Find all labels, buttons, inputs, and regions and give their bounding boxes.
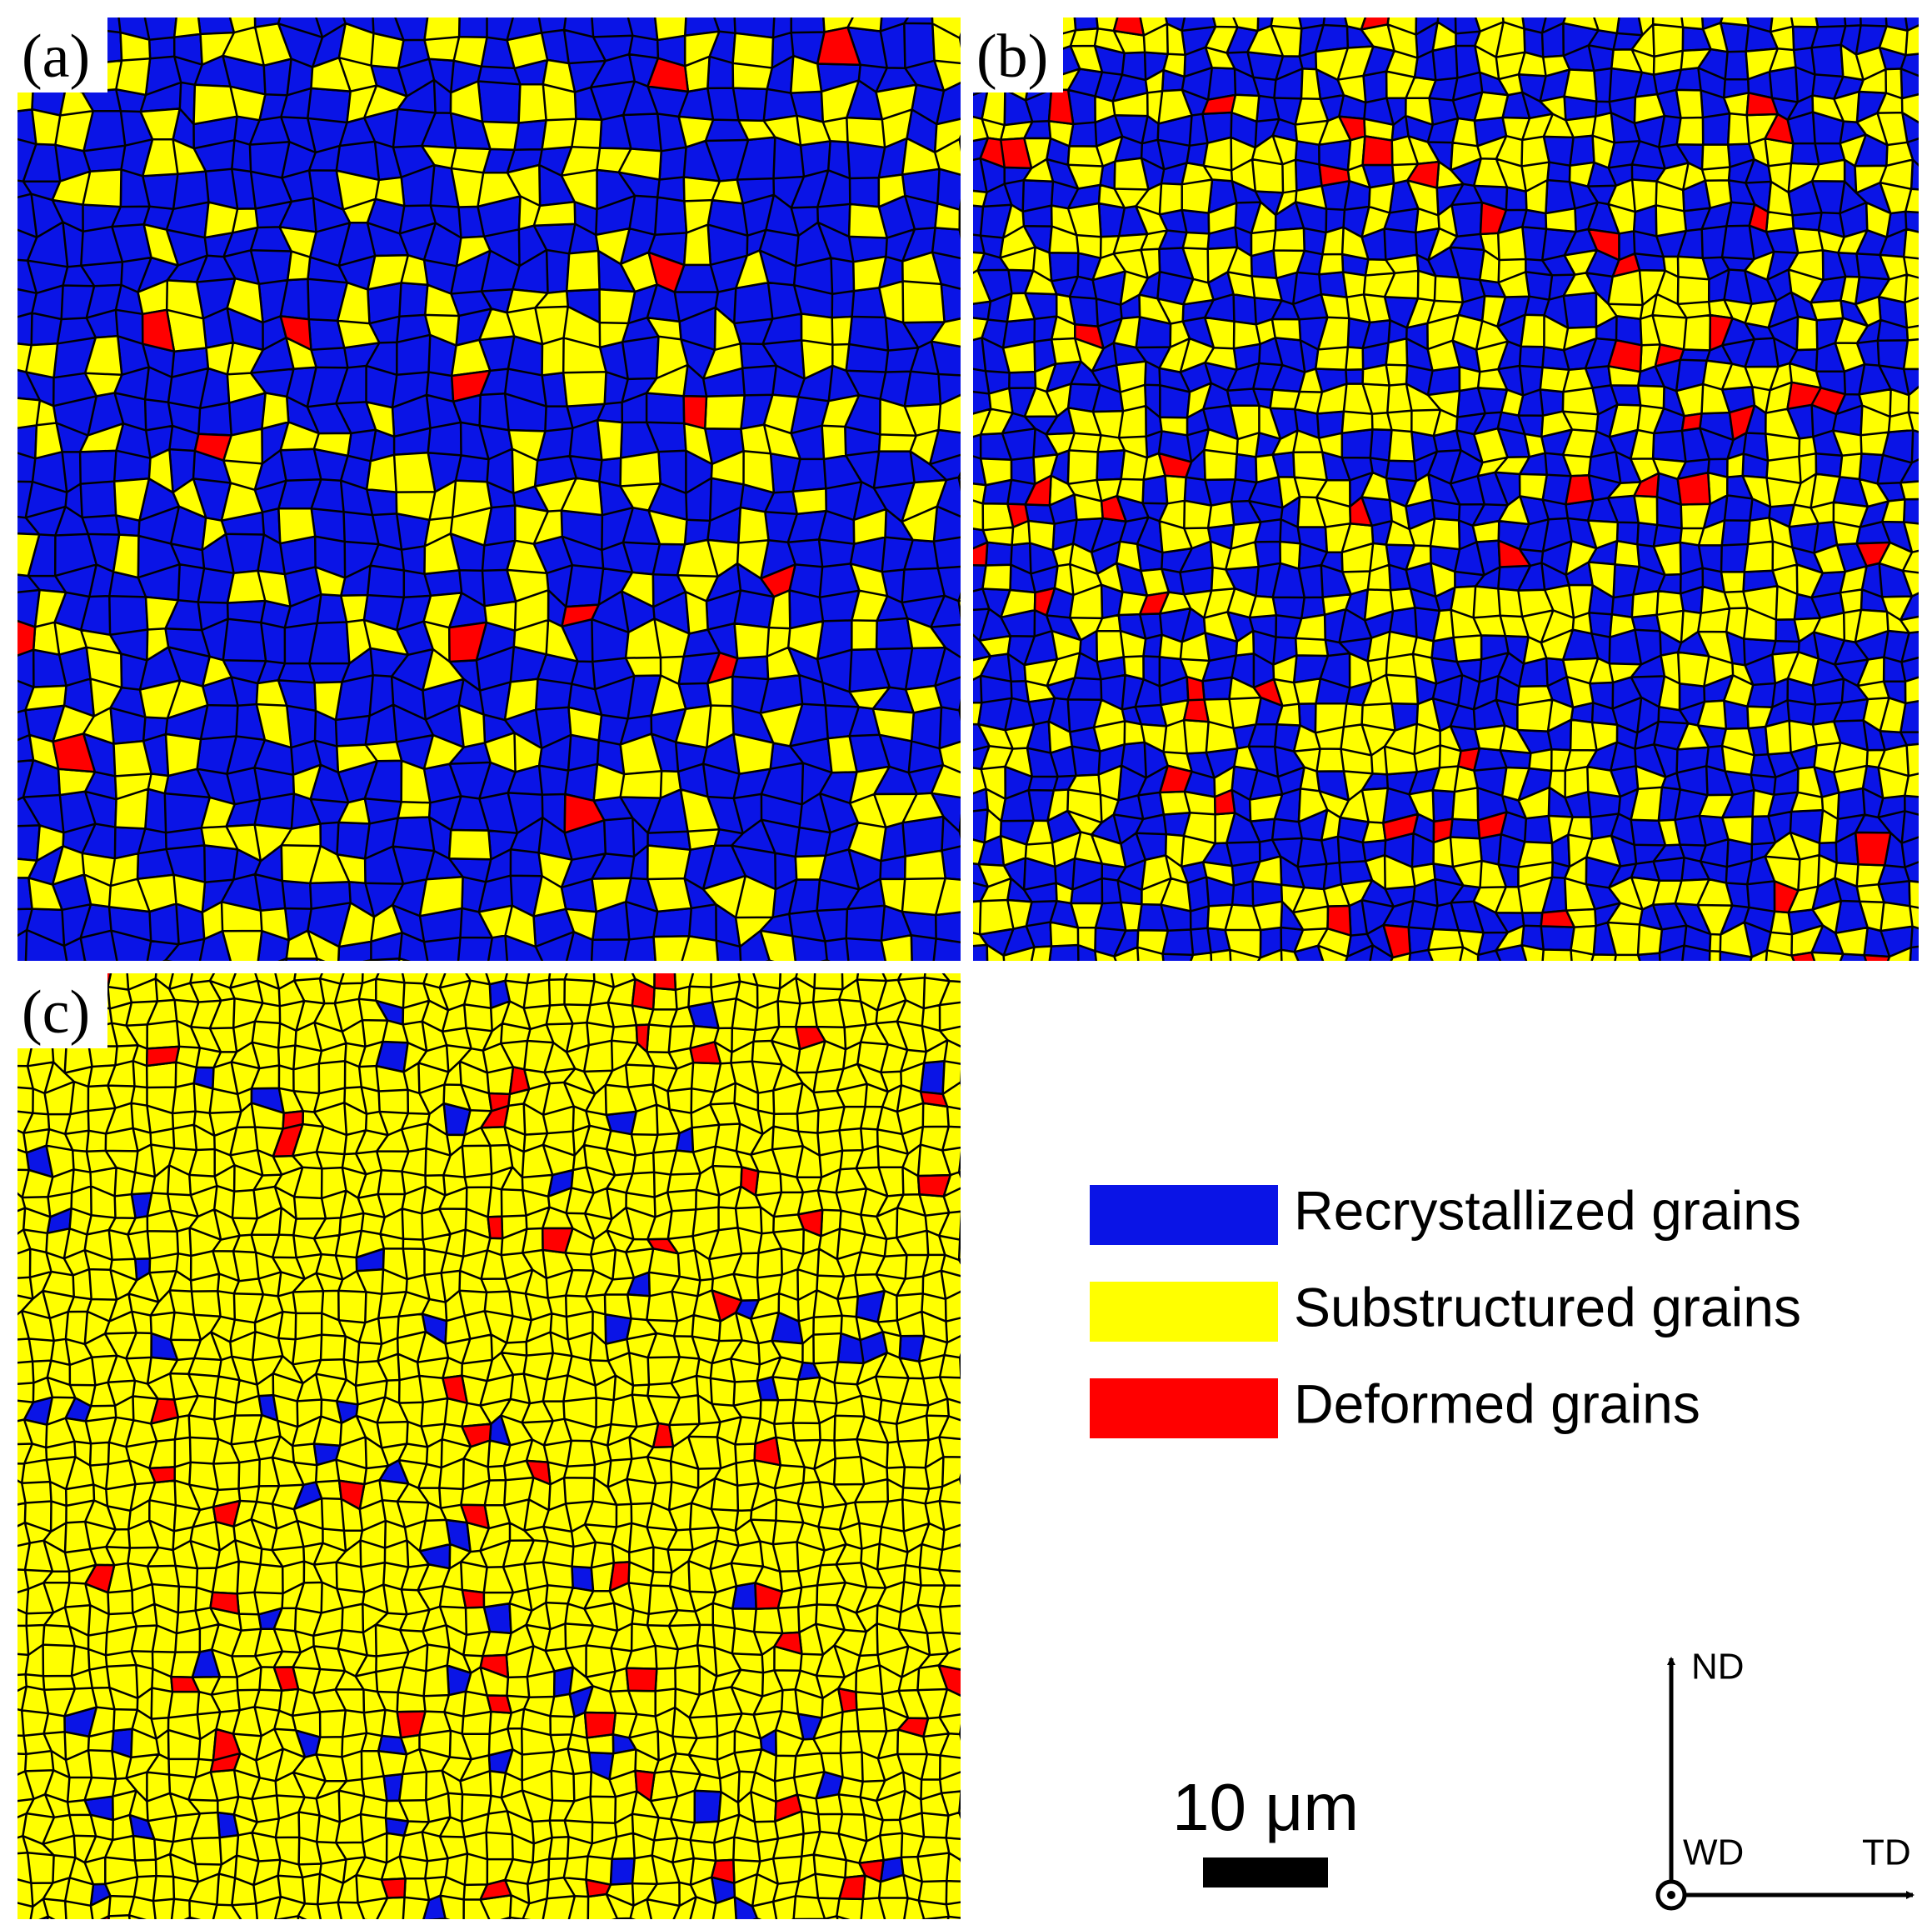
label-bg: [17, 18, 107, 92]
scale-bar-label: 10 μm: [1172, 1770, 1359, 1844]
legend-swatch: [1090, 1378, 1278, 1438]
axis-label: WD: [1683, 1832, 1744, 1873]
label-bg: [17, 973, 107, 1048]
axis-label: ND: [1691, 1647, 1745, 1688]
axis-label: TD: [1862, 1832, 1911, 1873]
grain-map: [973, 18, 1919, 961]
panel-label: (c): [22, 978, 90, 1047]
legend-swatch: [1090, 1282, 1278, 1342]
legend-label: Recrystallized grains: [1294, 1179, 1801, 1241]
axis-origin-dot: [1667, 1891, 1675, 1899]
scale-bar: [1203, 1858, 1328, 1888]
grains: [17, 26, 861, 834]
grain-map: [17, 973, 961, 1919]
panel-label: (a): [22, 22, 90, 91]
legend-swatch: [1090, 1185, 1278, 1245]
legend-label: Deformed grains: [1294, 1372, 1700, 1434]
grain-map: [17, 18, 961, 961]
panel-label: (b): [976, 22, 1048, 91]
label-bg: [973, 18, 1063, 92]
grains: [973, 18, 1892, 961]
grains: [84, 973, 961, 1919]
legend-label: Substructured grains: [1294, 1276, 1801, 1338]
